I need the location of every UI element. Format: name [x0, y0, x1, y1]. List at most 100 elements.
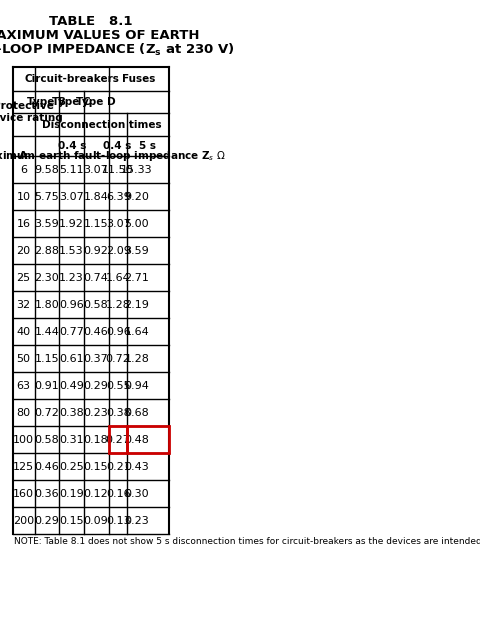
Text: 9.58: 9.58 — [34, 164, 59, 175]
Text: 0.77: 0.77 — [59, 327, 84, 337]
Text: Fuses: Fuses — [122, 74, 155, 84]
Text: 0.46: 0.46 — [35, 462, 59, 472]
Text: A: A — [19, 151, 28, 161]
Text: 0.25: 0.25 — [59, 462, 84, 472]
Text: Type C: Type C — [52, 97, 91, 107]
Text: Maximum earth fault-loop impedance Z$_s$ $\Omega$: Maximum earth fault-loop impedance Z$_s$… — [0, 149, 226, 163]
Text: 0.58: 0.58 — [84, 300, 108, 310]
Text: 1.92: 1.92 — [59, 219, 84, 229]
Text: 0.37: 0.37 — [84, 353, 108, 364]
Text: 0.18: 0.18 — [84, 435, 108, 445]
Text: 0.36: 0.36 — [35, 489, 59, 499]
Text: 1.64: 1.64 — [106, 273, 130, 283]
Text: 0.72: 0.72 — [34, 408, 59, 418]
Text: 0.72: 0.72 — [106, 353, 130, 364]
Text: 2.19: 2.19 — [124, 300, 149, 310]
Text: MAXIMUM VALUES OF EARTH: MAXIMUM VALUES OF EARTH — [0, 30, 199, 42]
Text: 1.23: 1.23 — [59, 273, 84, 283]
Text: 10: 10 — [16, 192, 30, 202]
Text: 5.11: 5.11 — [59, 164, 84, 175]
Text: 1.84: 1.84 — [84, 192, 108, 202]
Text: 2.30: 2.30 — [35, 273, 59, 283]
Text: 0.29: 0.29 — [34, 516, 59, 526]
Text: 0.15: 0.15 — [84, 462, 108, 472]
Text: 2.09: 2.09 — [106, 246, 130, 256]
Text: 32: 32 — [16, 300, 30, 310]
Text: 3.59: 3.59 — [35, 219, 59, 229]
Text: 3.07: 3.07 — [59, 192, 84, 202]
Text: 0.21: 0.21 — [106, 462, 130, 472]
Text: 0.23: 0.23 — [84, 408, 108, 418]
Text: 0.74: 0.74 — [84, 273, 108, 283]
Text: 0.92: 0.92 — [84, 246, 108, 256]
Text: 0.12: 0.12 — [84, 489, 108, 499]
Text: 100: 100 — [13, 435, 34, 445]
Text: 1.44: 1.44 — [34, 327, 59, 337]
Text: 0.96: 0.96 — [59, 300, 84, 310]
Text: 5.00: 5.00 — [124, 219, 149, 229]
Text: 0.4 s: 0.4 s — [103, 141, 132, 151]
Text: 1.53: 1.53 — [59, 246, 84, 256]
Text: 0.09: 0.09 — [84, 516, 108, 526]
Text: 0.68: 0.68 — [124, 408, 149, 418]
Text: 125: 125 — [13, 462, 34, 472]
Text: 200: 200 — [13, 516, 34, 526]
Text: 0.27: 0.27 — [106, 435, 130, 445]
Text: 0.16: 0.16 — [106, 489, 130, 499]
Text: 160: 160 — [13, 489, 34, 499]
Text: TABLE   8.1: TABLE 8.1 — [49, 15, 132, 28]
Text: Protective
device rating: Protective device rating — [0, 101, 62, 123]
Text: 0.19: 0.19 — [59, 489, 84, 499]
Text: 0.15: 0.15 — [59, 516, 84, 526]
Text: 0.61: 0.61 — [59, 353, 84, 364]
Text: 0.4 s: 0.4 s — [58, 141, 86, 151]
Text: 40: 40 — [16, 327, 30, 337]
Text: 0.29: 0.29 — [84, 381, 108, 391]
Text: Circuit-breakers: Circuit-breakers — [24, 74, 119, 84]
Text: 15.33: 15.33 — [120, 164, 152, 175]
Text: 6: 6 — [20, 164, 27, 175]
Text: 0.91: 0.91 — [35, 381, 59, 391]
Text: 11.50: 11.50 — [102, 164, 133, 175]
Text: Disconnection times: Disconnection times — [42, 120, 161, 130]
Text: 1.28: 1.28 — [124, 353, 149, 364]
Text: 0.96: 0.96 — [106, 327, 130, 337]
Text: 2.71: 2.71 — [124, 273, 149, 283]
Text: 0.30: 0.30 — [124, 489, 149, 499]
Text: 0.58: 0.58 — [35, 435, 59, 445]
Text: 1.15: 1.15 — [84, 219, 108, 229]
Text: 3.07: 3.07 — [106, 219, 130, 229]
Text: 0.43: 0.43 — [124, 462, 149, 472]
Text: 3.59: 3.59 — [124, 246, 149, 256]
Text: 0.46: 0.46 — [84, 327, 108, 337]
Text: 5 s: 5 s — [139, 141, 156, 151]
Text: 0.13: 0.13 — [106, 516, 130, 526]
Text: 25: 25 — [16, 273, 30, 283]
Text: 0.94: 0.94 — [124, 381, 149, 391]
Text: NOTE: Table 8.1 does not show 5 s disconnection times for circuit-breakers as th: NOTE: Table 8.1 does not show 5 s discon… — [13, 537, 480, 546]
Text: FAULT-LOOP IMPEDANCE ($\mathbf{Z_s}$ at 230 V): FAULT-LOOP IMPEDANCE ($\mathbf{Z_s}$ at … — [0, 42, 234, 58]
Text: 80: 80 — [16, 408, 30, 418]
Text: 5.75: 5.75 — [35, 192, 59, 202]
Text: 0.38: 0.38 — [59, 408, 84, 418]
Text: 0.48: 0.48 — [124, 435, 149, 445]
Text: 50: 50 — [16, 353, 30, 364]
Text: 0.31: 0.31 — [59, 435, 84, 445]
Text: Type B: Type B — [27, 97, 66, 107]
Text: Type D: Type D — [76, 97, 116, 107]
Text: 1.64: 1.64 — [124, 327, 149, 337]
Bar — [108, 427, 126, 453]
Text: 20: 20 — [16, 246, 30, 256]
Text: 2.88: 2.88 — [34, 246, 59, 256]
Text: 6.39: 6.39 — [106, 192, 130, 202]
Text: 1.28: 1.28 — [106, 300, 130, 310]
Text: 3.07: 3.07 — [84, 164, 108, 175]
Text: 9.20: 9.20 — [124, 192, 149, 202]
Text: 0.49: 0.49 — [59, 381, 84, 391]
Text: 0.23: 0.23 — [124, 516, 149, 526]
Text: 63: 63 — [16, 381, 30, 391]
Text: 1.80: 1.80 — [35, 300, 59, 310]
Bar — [126, 427, 169, 453]
Text: 0.38: 0.38 — [106, 408, 130, 418]
Text: 0.55: 0.55 — [106, 381, 130, 391]
